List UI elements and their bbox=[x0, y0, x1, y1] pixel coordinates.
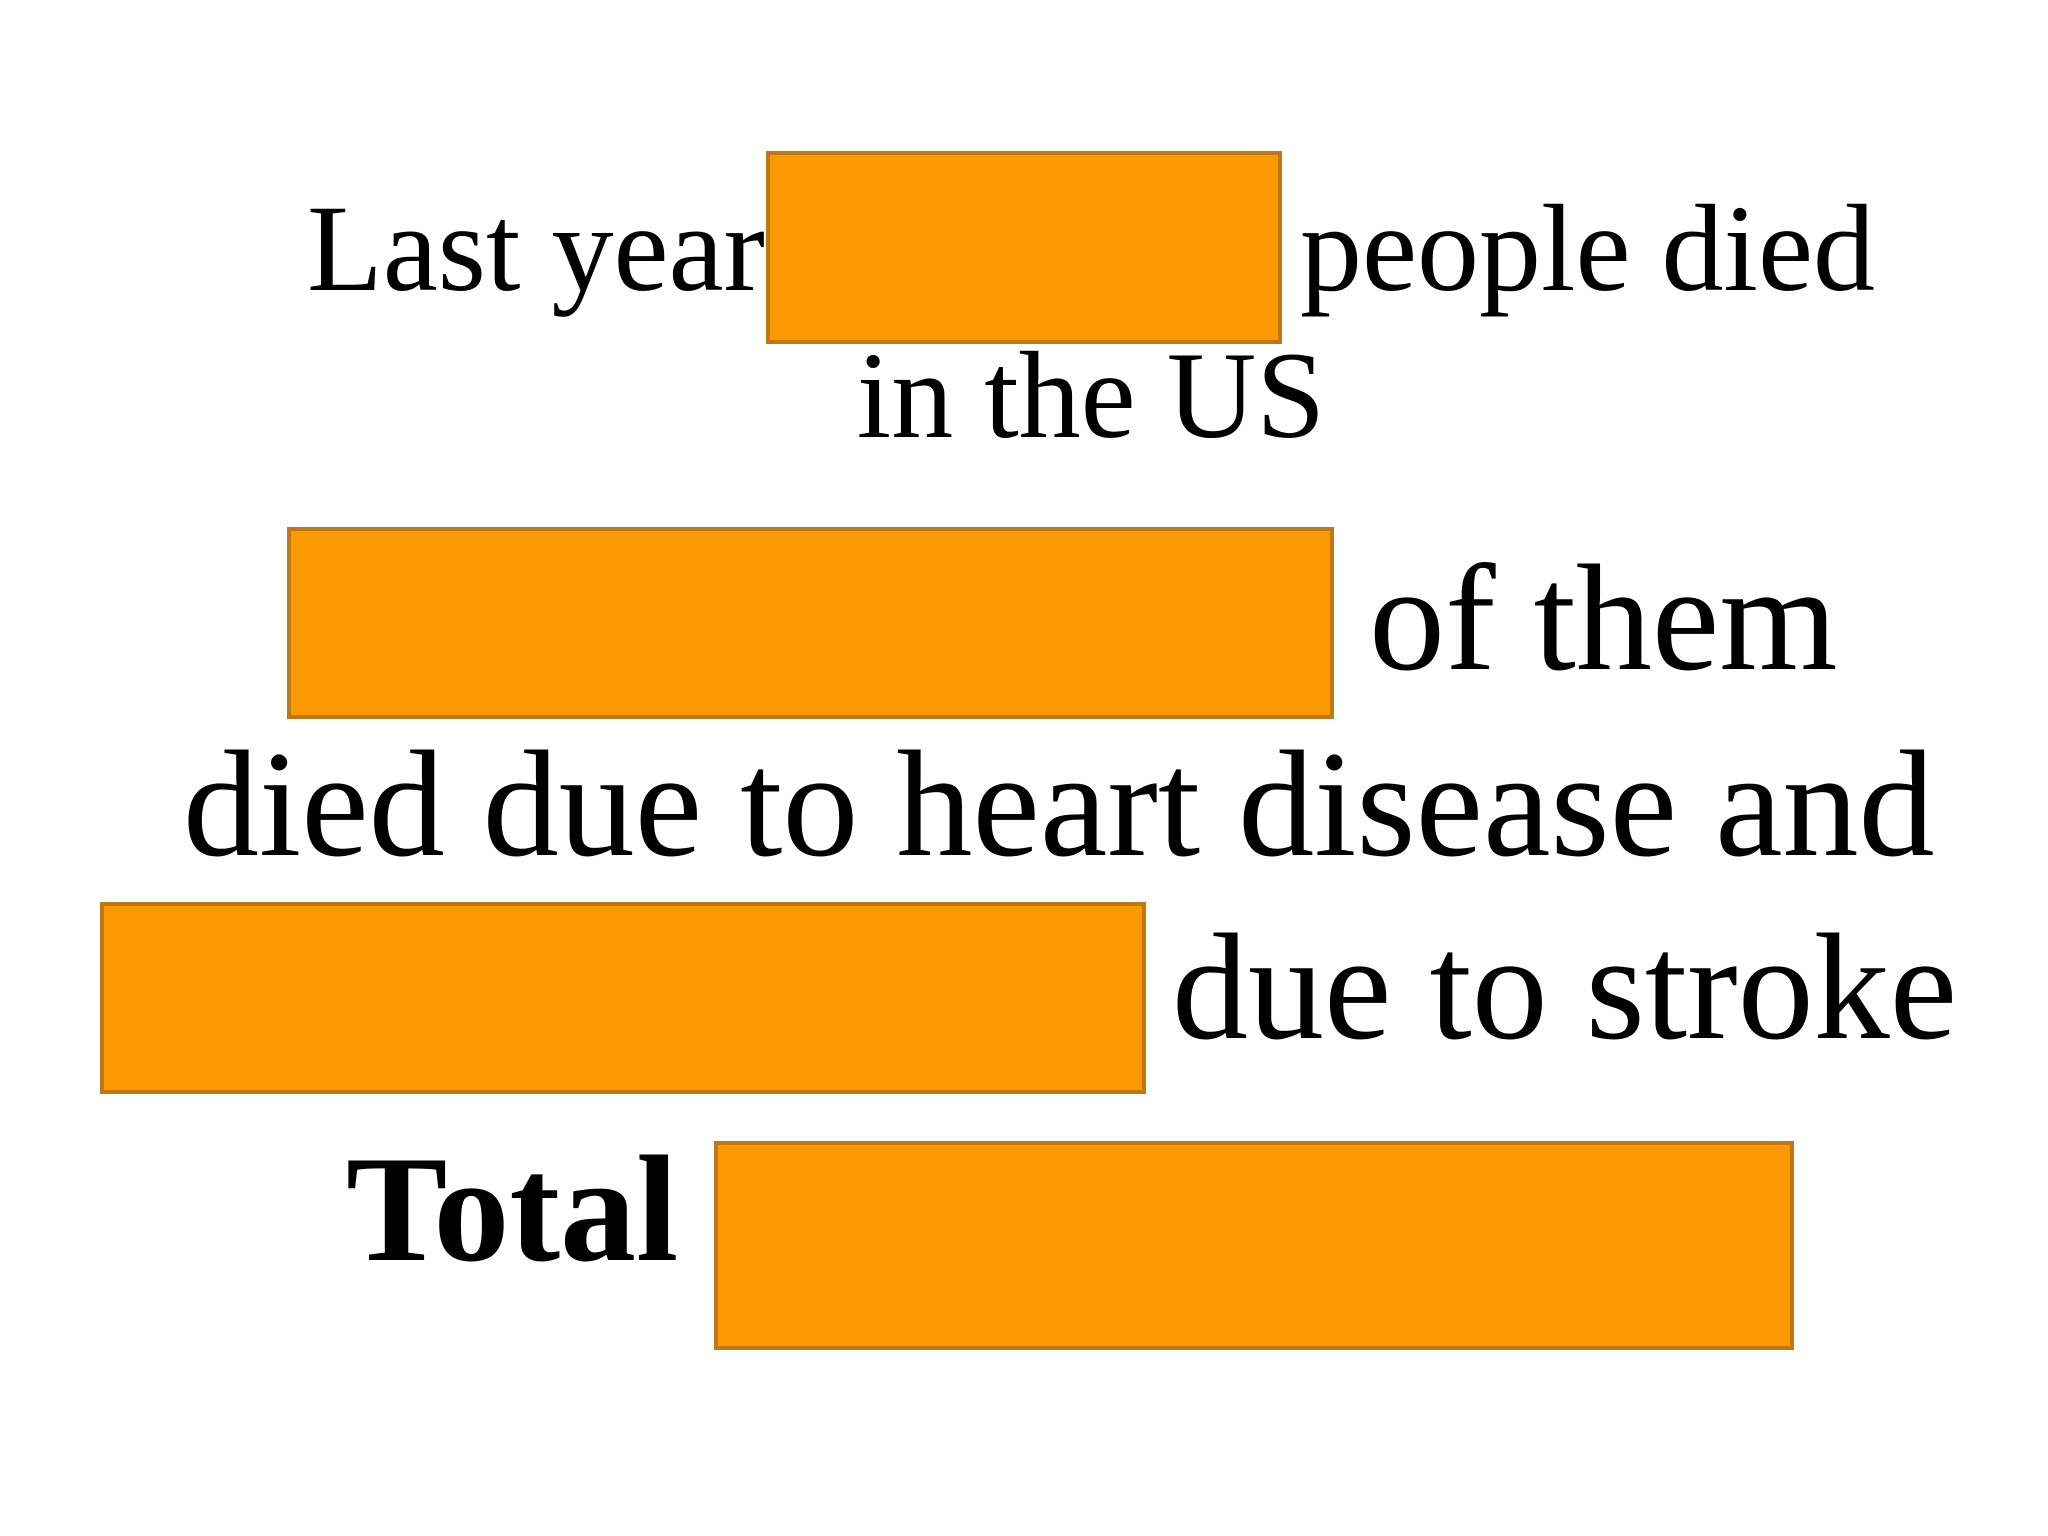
text-of-them: of them bbox=[1369, 534, 1838, 702]
text-heart-disease: died due to heart disease and bbox=[183, 720, 1935, 888]
answer-blank[interactable] bbox=[100, 902, 1146, 1094]
text-total: Total bbox=[346, 1125, 678, 1293]
text-people-died: people died bbox=[1300, 180, 1875, 317]
text-in-the-us: in the US bbox=[857, 327, 1325, 464]
answer-blank[interactable] bbox=[287, 527, 1334, 719]
text-last-year: Last year bbox=[307, 180, 765, 317]
text-due-to-stroke: due to stroke bbox=[1172, 903, 1957, 1071]
answer-blank[interactable] bbox=[714, 1141, 1794, 1350]
answer-blank[interactable] bbox=[766, 151, 1282, 344]
